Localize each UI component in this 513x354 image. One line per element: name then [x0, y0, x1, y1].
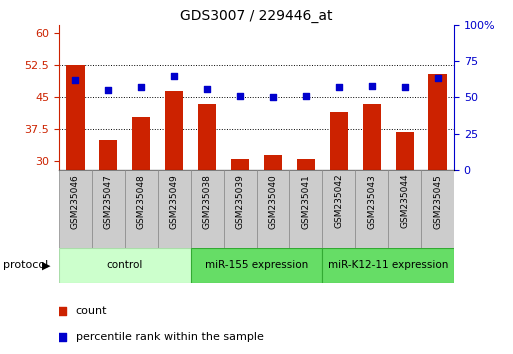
Point [104, 87, 112, 93]
Bar [92, 170, 125, 248]
Text: GSM235046: GSM235046 [71, 174, 80, 229]
Text: GSM235044: GSM235044 [400, 174, 409, 228]
Bar [421, 170, 454, 248]
Text: control: control [107, 261, 143, 270]
Bar [363, 104, 381, 170]
Point [401, 84, 409, 90]
Text: miR-K12-11 expression: miR-K12-11 expression [328, 261, 448, 270]
Text: ▶: ▶ [42, 261, 51, 270]
Bar [396, 131, 413, 170]
Text: GSM235040: GSM235040 [268, 174, 278, 229]
Bar [289, 170, 322, 248]
Point [334, 84, 343, 90]
Bar [322, 170, 355, 248]
Bar [132, 116, 150, 170]
Text: GSM235041: GSM235041 [301, 174, 310, 229]
Bar [191, 248, 322, 283]
Text: percentile rank within the sample: percentile rank within the sample [75, 332, 264, 342]
Text: GSM235042: GSM235042 [334, 174, 343, 228]
Text: GSM235038: GSM235038 [203, 174, 212, 229]
Text: GDS3007 / 229446_at: GDS3007 / 229446_at [180, 9, 333, 23]
Point [368, 83, 376, 88]
Bar [191, 170, 224, 248]
Point [71, 77, 80, 83]
Bar [100, 140, 117, 170]
Bar [59, 170, 92, 248]
Bar [66, 65, 85, 170]
Point [433, 76, 442, 81]
Point [170, 73, 179, 78]
Bar [231, 159, 249, 170]
Text: GSM235039: GSM235039 [235, 174, 245, 229]
Point [137, 84, 145, 90]
Point [218, 200, 226, 206]
Point [203, 86, 211, 91]
Text: GSM235045: GSM235045 [433, 174, 442, 229]
Bar [59, 248, 191, 283]
Bar [224, 170, 256, 248]
Point [269, 95, 277, 100]
Bar [428, 74, 447, 170]
Bar [158, 170, 191, 248]
Bar [125, 170, 158, 248]
Text: GSM235049: GSM235049 [170, 174, 179, 229]
Text: GSM235048: GSM235048 [137, 174, 146, 229]
Bar [256, 170, 289, 248]
Text: protocol: protocol [3, 261, 48, 270]
Text: GSM235047: GSM235047 [104, 174, 113, 229]
Text: count: count [75, 306, 107, 316]
Bar [165, 91, 183, 170]
Bar [297, 159, 315, 170]
Bar [388, 170, 421, 248]
Text: miR-155 expression: miR-155 expression [205, 261, 308, 270]
Point [302, 93, 310, 99]
Bar [322, 248, 454, 283]
Bar [330, 112, 348, 170]
Text: GSM235043: GSM235043 [367, 174, 376, 229]
Bar [198, 104, 216, 170]
Bar [355, 170, 388, 248]
Bar [264, 155, 282, 170]
Point [236, 93, 244, 99]
